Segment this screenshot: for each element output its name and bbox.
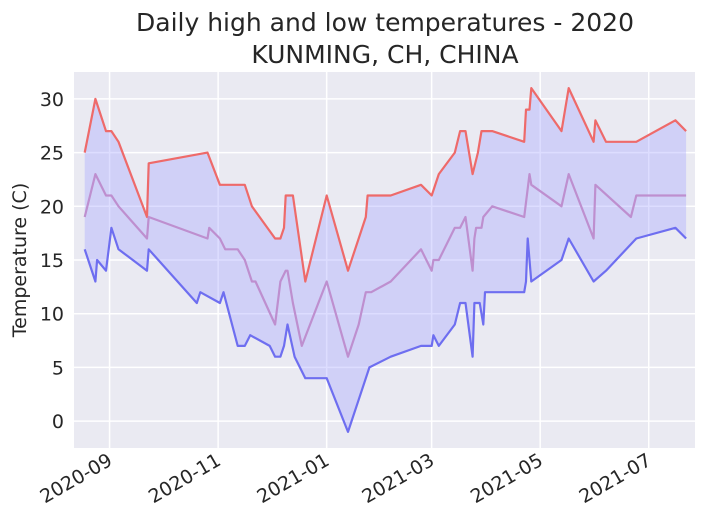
- y-tick-label: 25: [40, 143, 64, 165]
- y-tick-label: 10: [40, 304, 64, 326]
- temperature-range-fill: [84, 88, 687, 432]
- x-tick-label: 2021-07: [575, 449, 655, 508]
- x-tick-label: 2021-03: [358, 449, 438, 508]
- y-tick-label: 20: [40, 196, 64, 218]
- x-tick-label: 2021-05: [467, 449, 547, 508]
- x-tick-label: 2020-09: [36, 449, 116, 508]
- x-tick-label: 2020-11: [145, 449, 225, 508]
- chart-subtitle: KUNMING, CH, CHINA: [251, 40, 518, 69]
- y-axis-label: Temperature (C): [9, 183, 31, 339]
- low-temperature-line: [83, 226, 687, 433]
- y-tick-labels: 0 5 10 15 20 25 30: [40, 89, 64, 433]
- chart-title: Daily high and low temperatures - 2020: [136, 8, 634, 37]
- y-tick-label: 5: [52, 357, 64, 379]
- y-tick-label: 0: [52, 411, 64, 433]
- x-tick-labels: 2020-09 2020-11 2021-01 2021-03 2021-05 2021-…: [36, 449, 655, 508]
- high-temperature-line: [83, 86, 687, 283]
- grid-lines: [74, 72, 695, 448]
- fill-area-layer: [84, 88, 687, 432]
- avg-temperature-line: [83, 173, 687, 358]
- series-lines-layer: [83, 86, 687, 433]
- y-tick-label: 30: [40, 89, 64, 111]
- y-tick-label: 15: [40, 250, 64, 272]
- x-tick-label: 2021-01: [253, 449, 333, 508]
